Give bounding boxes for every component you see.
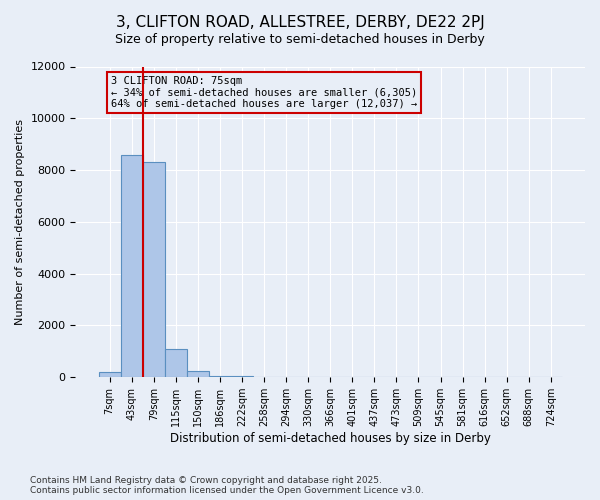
Text: Size of property relative to semi-detached houses in Derby: Size of property relative to semi-detach… [115,32,485,46]
Bar [231,376,253,377]
Text: 3, CLIFTON ROAD, ALLESTREE, DERBY, DE22 2PJ: 3, CLIFTON ROAD, ALLESTREE, DERBY, DE22 … [116,15,484,30]
Bar [121,154,143,377]
Bar [98,372,121,377]
Y-axis label: Number of semi-detached properties: Number of semi-detached properties [15,119,25,325]
X-axis label: Distribution of semi-detached houses by size in Derby: Distribution of semi-detached houses by … [170,432,491,445]
Bar [165,348,187,377]
Bar [143,162,165,377]
Bar [209,376,231,377]
Bar [187,370,209,377]
Text: 3 CLIFTON ROAD: 75sqm
← 34% of semi-detached houses are smaller (6,305)
64% of s: 3 CLIFTON ROAD: 75sqm ← 34% of semi-deta… [111,76,418,109]
Text: Contains HM Land Registry data © Crown copyright and database right 2025.
Contai: Contains HM Land Registry data © Crown c… [30,476,424,495]
